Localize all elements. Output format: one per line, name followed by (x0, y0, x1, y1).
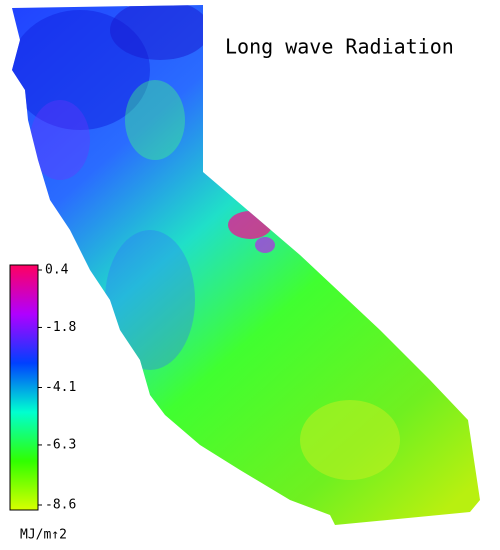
colorbar-unit: MJ/m↑2 (20, 528, 67, 543)
colorbar-tick-label: -1.8 (45, 320, 76, 335)
colorbar (9, 264, 39, 511)
colorbar-tick-label: -6.3 (45, 437, 76, 452)
colorbar-tick-label: 0.4 (45, 263, 69, 278)
map-title: Long wave Radiation (225, 35, 454, 59)
colorbar-tick-label: -4.1 (45, 380, 76, 395)
colorbar-tick-label: -8.6 (45, 498, 76, 513)
